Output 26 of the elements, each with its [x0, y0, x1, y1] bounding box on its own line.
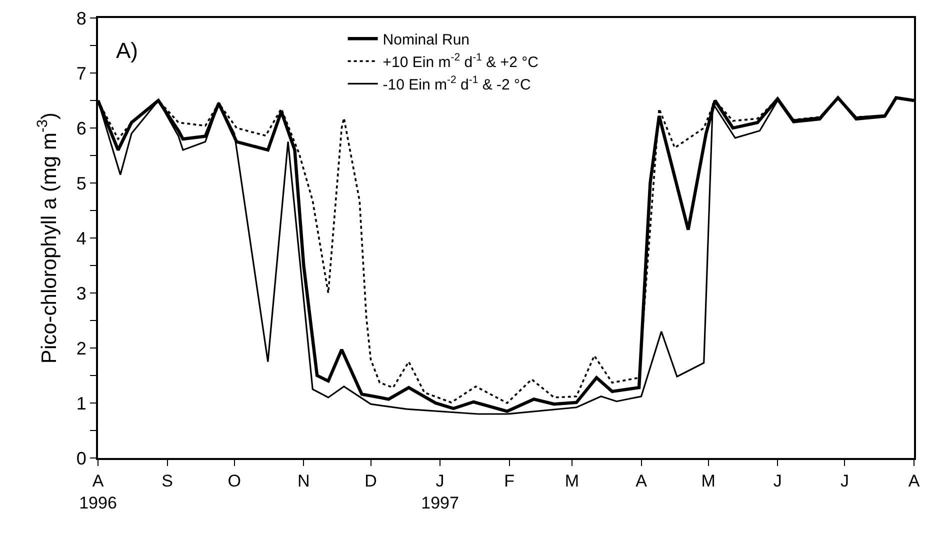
y-tick-label: 8: [76, 8, 86, 28]
x-tick-label: D: [364, 471, 377, 490]
y-tick-label: 7: [76, 63, 86, 84]
y-tick-label: 5: [76, 173, 86, 194]
x-tick-label: J: [773, 471, 782, 490]
y-tick-label: 4: [76, 228, 86, 248]
annotation: A): [116, 38, 138, 63]
x-tick-label: A: [908, 471, 920, 490]
y-tick-label: 1: [76, 393, 86, 414]
legend-label: +10 Ein m$^{-2}$ d$^{-1}$ & +2 °C: [382, 52, 539, 71]
x-tick-label: A 1996: [79, 471, 117, 512]
y-tick-label: 0: [76, 448, 86, 468]
x-tick-label: J: [840, 471, 849, 490]
x-tick-label: O: [228, 471, 241, 490]
x-tick-label: S: [162, 471, 173, 490]
x-tick-label: J 1997: [421, 471, 459, 512]
x-tick-label: M: [564, 471, 580, 490]
x-tick-label: A: [636, 471, 648, 490]
x-tick-label: F: [504, 471, 515, 490]
x-tick-label: M: [701, 471, 716, 490]
y-tick-label: 3: [76, 283, 86, 304]
y-tick-label: 6: [76, 118, 86, 138]
x-tick-label: N: [298, 471, 310, 490]
legend-label: Nominal Run: [382, 32, 470, 48]
legend-label: -10 Ein m$^{-2}$ d$^{-1}$ & -2 °C: [382, 74, 532, 94]
y-tick-label: 2: [76, 338, 86, 358]
